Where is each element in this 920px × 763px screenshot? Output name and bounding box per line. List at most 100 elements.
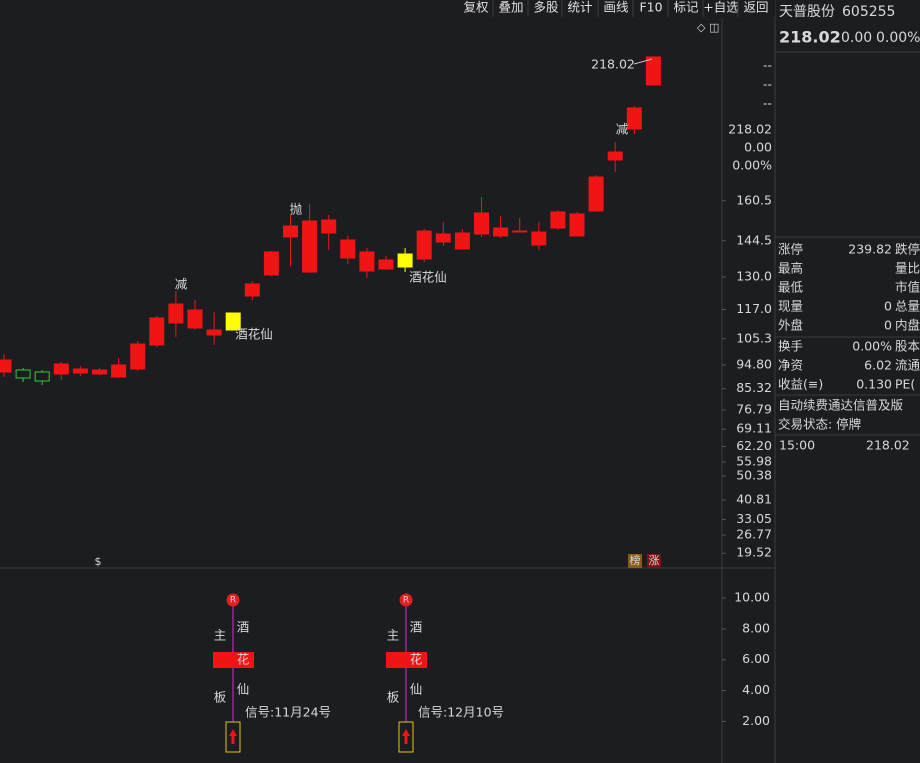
- axis-label: 218.02: [728, 122, 772, 137]
- candle-body: [474, 212, 489, 235]
- row-label: 现量: [778, 299, 803, 314]
- candle-body: [187, 309, 203, 329]
- row-value: 0: [884, 318, 892, 333]
- y-tick-label: 94.80: [736, 357, 772, 372]
- signal-text: 仙: [237, 682, 250, 697]
- axis-label: --: [763, 58, 772, 73]
- signal-badge: R: [403, 596, 409, 606]
- signal-text: 主: [387, 628, 400, 643]
- axis-label: 0.00%: [732, 158, 772, 173]
- marker-bg: [647, 554, 661, 568]
- candle-body: [53, 363, 69, 375]
- toolbar-button[interactable]: 叠加: [498, 0, 523, 15]
- signal-box: [213, 652, 254, 668]
- signal-text: 板: [387, 690, 400, 705]
- y-tick-label: 69.11: [736, 421, 772, 436]
- row-label-right: 总量: [895, 299, 920, 314]
- candle-body: [283, 225, 298, 238]
- signal-box: [386, 652, 427, 668]
- tick-time: 15:00: [779, 438, 815, 453]
- candle-body: [168, 303, 184, 324]
- toolbar-button[interactable]: 返回: [743, 0, 768, 15]
- toolbar-button[interactable]: 多股: [533, 0, 559, 15]
- signal-icon: [398, 721, 414, 753]
- axis-label: --: [763, 77, 772, 92]
- signal-badge-bg: [399, 593, 413, 607]
- signal-text: 仙: [410, 682, 423, 697]
- row-label: 最低: [778, 280, 804, 295]
- row-value: 0.00%: [852, 339, 892, 354]
- candle-body: [607, 151, 623, 161]
- banner[interactable]: 自动续费通达信普及版: [778, 398, 904, 413]
- y-tick-label: 160.5: [736, 192, 772, 207]
- candle-body: [0, 359, 12, 373]
- annotation: 酒花仙: [235, 327, 273, 342]
- price-label: 218.02: [591, 57, 635, 72]
- candle-body: [206, 329, 222, 336]
- toolbar-button[interactable]: 标记: [673, 0, 699, 15]
- y-tick-label: 85.32: [736, 380, 772, 395]
- toolbar: [458, 0, 775, 17]
- marker: $: [95, 555, 102, 568]
- stock-name: 天普股份: [779, 4, 835, 20]
- toolbar-button[interactable]: 画线: [603, 0, 629, 15]
- toolbar-button[interactable]: +自选: [703, 0, 739, 15]
- signal-text: 酒: [237, 620, 250, 635]
- candle-body: [359, 251, 375, 272]
- signal-text: 板: [214, 690, 227, 705]
- axis-label: --: [763, 96, 772, 111]
- row-label: 换手: [778, 339, 803, 354]
- signal-text: 酒: [410, 620, 423, 635]
- toolbar-button[interactable]: 复权: [463, 0, 489, 15]
- signal-icon-arrow: [402, 729, 410, 744]
- candle-body: [263, 251, 279, 276]
- signal-badge: R: [230, 596, 236, 606]
- candle-body: [512, 230, 528, 233]
- signal-badge-bg: [226, 593, 240, 607]
- candle-body: [645, 56, 661, 86]
- row-label-right: 股本: [895, 339, 920, 354]
- signal-date: 信号:11月24号: [245, 705, 331, 720]
- signal-text: 花: [410, 652, 423, 667]
- status: 交易状态: 停牌: [778, 417, 861, 432]
- candle-body: [225, 312, 241, 331]
- y-tick-label: 144.5: [736, 232, 772, 247]
- candle-body: [416, 230, 432, 260]
- candle-body: [569, 213, 585, 237]
- signal-text: 主: [214, 628, 227, 643]
- candle-body: [34, 371, 50, 382]
- row-label-right: 跌停: [895, 242, 920, 257]
- y-tick-label: 76.79: [736, 402, 772, 417]
- row-label: 净资: [778, 358, 803, 373]
- annotation: 减: [175, 277, 188, 292]
- y-tick-label: 10.00: [734, 590, 770, 605]
- y-tick-label: 2.00: [742, 713, 770, 728]
- candle-body: [92, 369, 107, 375]
- candle-body: [72, 368, 88, 374]
- row-label-right: 流通: [895, 358, 920, 373]
- row-label-right: PE(: [895, 377, 915, 392]
- toolbar-button[interactable]: F10: [639, 0, 662, 15]
- toolbar-button[interactable]: 统计: [567, 0, 592, 15]
- signal-icon-arrow: [229, 729, 237, 744]
- axis-label: 0.00: [744, 140, 772, 155]
- icon[interactable]: ◇: [697, 21, 706, 34]
- annotation: 酒花仙: [409, 270, 447, 285]
- icon[interactable]: ◫: [709, 21, 719, 34]
- signal-text: 花: [237, 652, 250, 667]
- y-tick-label: 8.00: [742, 620, 770, 635]
- candle-body: [130, 343, 146, 370]
- candle-body: [111, 364, 127, 378]
- y-tick-label: 19.52: [736, 545, 772, 560]
- y-tick-label: 4.00: [742, 682, 770, 697]
- stock-code: 605255: [842, 4, 895, 20]
- candle-body: [378, 259, 394, 270]
- marker: 榜: [630, 553, 641, 567]
- y-tick-label: 50.38: [736, 468, 772, 483]
- candle-body: [588, 176, 604, 212]
- row-label-right: 市值: [895, 280, 920, 295]
- signal-icon: [225, 721, 241, 753]
- change-pct: 0.00%: [876, 30, 920, 46]
